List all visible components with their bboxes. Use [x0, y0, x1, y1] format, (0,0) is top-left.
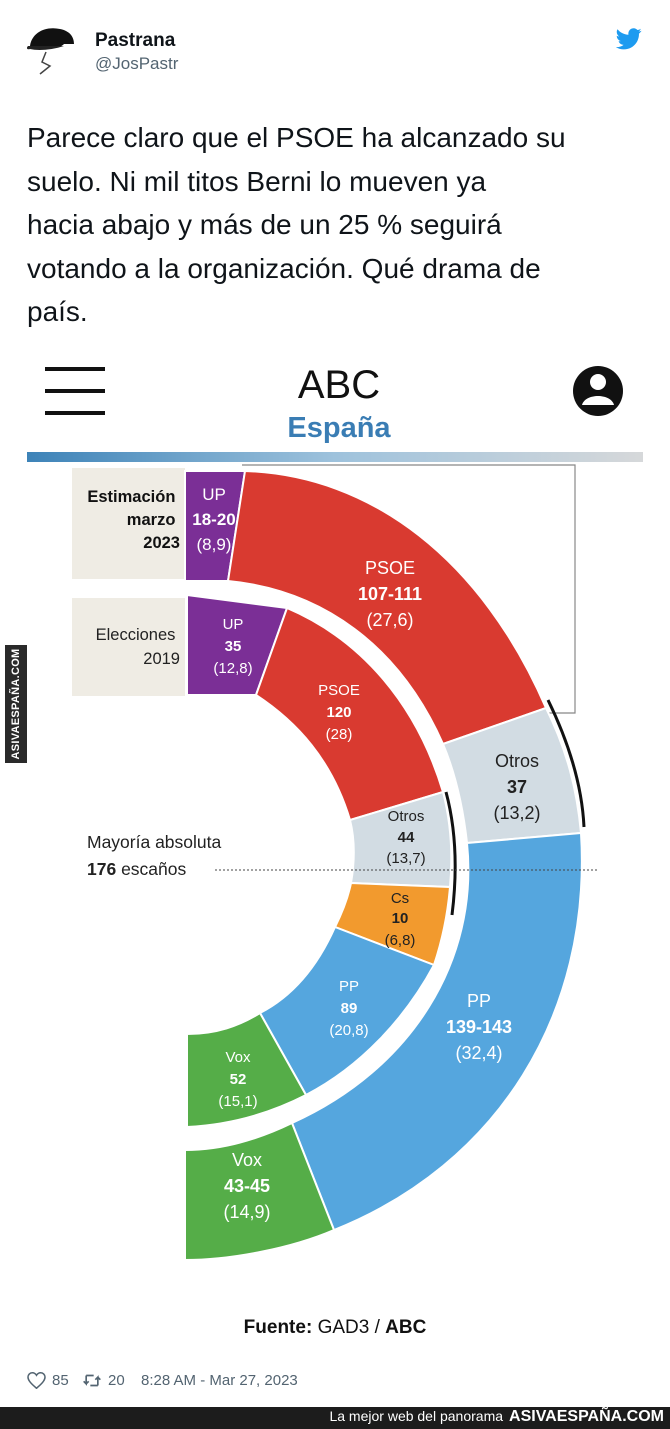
bottom-brand: ASIVAESPAÑA.COM: [509, 1408, 664, 1425]
svg-text:(6,8): (6,8): [385, 932, 416, 949]
hamburger-menu-icon[interactable]: [45, 367, 105, 415]
outer-label-otros: Otros 37 (13,2): [493, 751, 540, 823]
svg-text:Vox: Vox: [232, 1150, 262, 1170]
author-name[interactable]: Pastrana: [95, 30, 176, 51]
retweet-button[interactable]: 20: [82, 1372, 125, 1389]
outer-label-up: UP 18-20 (8,9): [192, 485, 235, 554]
inner-label-up: UP 35 (12,8): [213, 616, 252, 677]
heart-icon: [27, 1372, 46, 1389]
svg-text:Cs: Cs: [391, 890, 409, 907]
outer-segment-vox: [184, 1121, 336, 1262]
outer-label-pp: PP 139-143 (32,4): [446, 991, 512, 1063]
svg-text:UP: UP: [202, 485, 226, 504]
tweet-line: hacia abajo y más de un 25 % seguirá: [27, 209, 502, 240]
header-divider: [27, 452, 643, 462]
bottom-watermark[interactable]: La mejor web del panorama ASIVAESPAÑA.COM: [329, 1408, 664, 1426]
svg-text:(13,7): (13,7): [386, 850, 425, 867]
tweet-timestamp[interactable]: 8:28 AM - Mar 27, 2023: [141, 1372, 298, 1389]
abc-chart: ABC España Estimación marzo 2023 Eleccio…: [27, 363, 643, 1338]
svg-text:139-143: 139-143: [446, 1017, 512, 1037]
svg-text:Otros: Otros: [388, 808, 425, 825]
svg-text:PSOE: PSOE: [318, 682, 360, 699]
bottom-watermark-bar: La mejor web del panorama ASIVAESPAÑA.COM: [0, 1407, 670, 1429]
estimation-box: [72, 468, 185, 579]
tweet-line: votando a la organización. Qué drama de: [27, 252, 541, 284]
svg-text:Vox: Vox: [225, 1049, 251, 1066]
abc-logo: ABC: [298, 363, 380, 407]
connector-line: [242, 464, 576, 714]
svg-text:(15,1): (15,1): [218, 1093, 257, 1110]
svg-text:(13,2): (13,2): [493, 803, 540, 823]
inner-otros-bracket: [444, 791, 457, 916]
svg-text:(8,9): (8,9): [197, 535, 232, 554]
inner-segment-vox: [186, 1011, 308, 1129]
like-button[interactable]: 85: [27, 1372, 69, 1389]
tweet-line: suelo. Ni mil titos Berni lo mueven ya: [27, 165, 487, 197]
bottom-tagline: La mejor web del panorama: [329, 1408, 504, 1424]
svg-text:PP: PP: [339, 978, 359, 995]
inner-label-vox: Vox 52 (15,1): [218, 1049, 257, 1110]
inner-label-otros: Otros 44 (13,7): [386, 808, 425, 867]
svg-text:35: 35: [225, 638, 242, 655]
majority-label: Mayoría absoluta: [87, 832, 222, 852]
svg-text:43-45: 43-45: [224, 1176, 270, 1196]
tweet-media[interactable]: ABC España Estimación marzo 2023 Eleccio…: [27, 355, 643, 1360]
svg-text:18-20: 18-20: [192, 510, 235, 529]
side-watermark-text: ASIVAESPAÑA.COM: [10, 648, 22, 760]
outer-label-psoe: PSOE 107-111 (27,6): [358, 558, 422, 630]
abc-section-title: España: [287, 412, 391, 444]
tweet-text: Parece claro que el PSOE ha alcanzado su…: [27, 116, 647, 334]
svg-text:10: 10: [392, 910, 409, 927]
majority-seats: 176 escaños: [87, 859, 187, 879]
avatar[interactable]: [24, 22, 80, 78]
author-handle[interactable]: @JosPastr: [95, 54, 179, 73]
chart-source: Fuente: GAD3 / ABC: [244, 1317, 427, 1338]
svg-text:120: 120: [326, 704, 351, 721]
outer-otros-bracket: [546, 699, 586, 828]
like-count: 85: [52, 1372, 69, 1389]
tweet-line: país.: [27, 296, 88, 327]
svg-text:PSOE: PSOE: [365, 558, 415, 578]
twitter-bird-icon[interactable]: [616, 28, 642, 50]
svg-text:(14,9): (14,9): [223, 1202, 270, 1222]
svg-text:(20,8): (20,8): [329, 1022, 368, 1039]
election-box: [72, 598, 185, 696]
timestamp-text: 8:28 AM - Mar 27, 2023: [141, 1372, 298, 1389]
inner-label-cs: Cs 10 (6,8): [385, 890, 416, 949]
inner-label-pp: PP 89 (20,8): [329, 978, 368, 1039]
election-label: Elecciones 2019: [96, 626, 180, 668]
retweet-count: 20: [108, 1372, 125, 1389]
estimation-label: Estimación marzo 2023: [87, 488, 180, 552]
svg-text:(12,8): (12,8): [213, 660, 252, 677]
svg-text:107-111: 107-111: [358, 584, 422, 604]
svg-text:(32,4): (32,4): [455, 1043, 502, 1063]
svg-text:Otros: Otros: [495, 751, 539, 771]
svg-text:(27,6): (27,6): [366, 610, 413, 630]
tweet-header: Pastrana @JosPastr: [0, 0, 670, 100]
user-account-icon[interactable]: [573, 366, 623, 416]
svg-text:UP: UP: [223, 616, 244, 633]
tweet-line: Parece claro que el PSOE ha alcanzado su: [27, 122, 566, 153]
inner-label-psoe: PSOE 120 (28): [318, 682, 360, 743]
svg-text:52: 52: [230, 1071, 247, 1088]
retweet-icon: [83, 1374, 101, 1387]
side-watermark: ASIVAESPAÑA.COM: [5, 645, 27, 763]
svg-text:(28): (28): [326, 726, 353, 743]
svg-text:44: 44: [398, 829, 415, 846]
outer-label-vox: Vox 43-45 (14,9): [223, 1150, 270, 1222]
svg-text:37: 37: [507, 777, 527, 797]
svg-text:89: 89: [341, 1000, 358, 1017]
svg-text:PP: PP: [467, 991, 491, 1011]
